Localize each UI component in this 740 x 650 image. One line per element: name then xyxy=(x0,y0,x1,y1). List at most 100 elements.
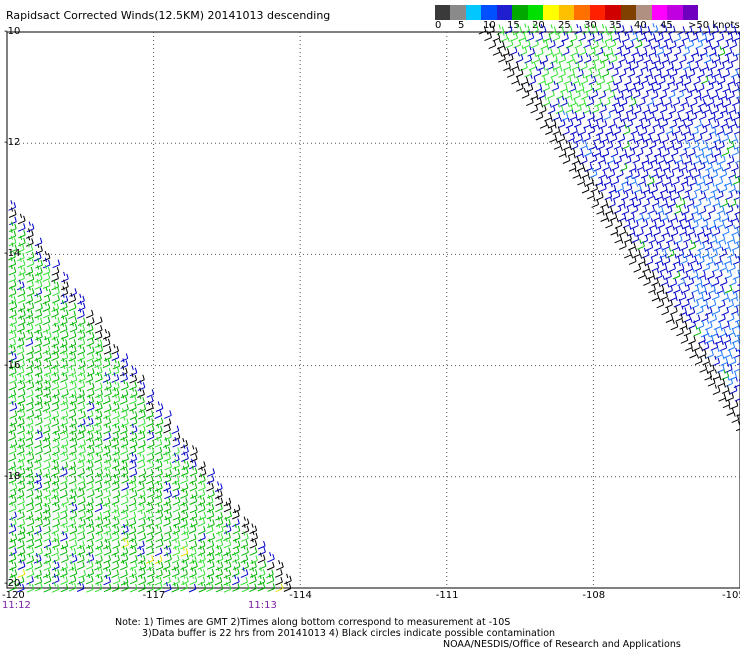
wind-barb xyxy=(691,218,699,230)
wind-barb xyxy=(137,394,145,406)
wind-barb xyxy=(250,530,258,542)
wind-barb xyxy=(60,583,69,593)
wind-barb xyxy=(94,545,103,557)
wind-barb xyxy=(9,351,17,362)
wind-barb xyxy=(711,277,720,287)
wind-barb xyxy=(215,523,224,535)
wind-barb xyxy=(644,227,653,237)
wind-barb xyxy=(601,148,610,158)
wind-barb xyxy=(198,473,206,484)
wind-barb xyxy=(735,73,740,85)
wind-barb xyxy=(576,82,585,93)
wind-barb xyxy=(693,342,701,352)
wind-barb xyxy=(516,81,524,92)
wind-barb xyxy=(9,567,18,578)
wind-barb xyxy=(69,423,77,435)
wind-barb xyxy=(33,345,42,354)
wind-barb xyxy=(189,480,198,492)
wind-barb xyxy=(691,127,699,136)
wind-barb xyxy=(721,290,729,302)
wind-barb xyxy=(633,264,642,273)
wind-barb xyxy=(34,454,42,463)
wind-barb xyxy=(51,360,59,369)
wind-barb xyxy=(680,253,688,265)
wind-barb xyxy=(618,227,627,236)
longitude-tick-label: -105 xyxy=(722,590,740,601)
wind-barb xyxy=(715,177,724,186)
wind-barb xyxy=(595,125,604,136)
wind-barb xyxy=(103,404,112,413)
wind-barb xyxy=(627,146,636,158)
wind-barb xyxy=(223,530,231,542)
wind-barb xyxy=(172,458,180,470)
wind-barb xyxy=(129,365,138,377)
wind-barb xyxy=(69,488,77,500)
wind-barb xyxy=(43,453,52,463)
wind-barb xyxy=(61,554,69,563)
wind-barb xyxy=(614,61,622,70)
wind-barb xyxy=(77,544,86,556)
wind-barb xyxy=(35,303,43,312)
wind-barb xyxy=(17,330,26,341)
wind-barb xyxy=(619,95,628,107)
wind-barb xyxy=(94,415,102,427)
wind-barb xyxy=(17,437,26,449)
wind-barb xyxy=(86,380,95,392)
longitude-tick-label: -120 xyxy=(2,590,25,601)
wind-barb xyxy=(651,290,660,302)
wind-barb xyxy=(146,453,155,463)
wind-barb xyxy=(677,196,686,208)
wind-barb xyxy=(112,508,120,520)
wind-barb xyxy=(593,145,602,157)
wind-barb xyxy=(78,482,86,491)
wind-barb xyxy=(657,217,665,229)
wind-barb xyxy=(111,496,120,505)
wind-barb xyxy=(206,508,215,520)
wind-barb xyxy=(34,539,43,549)
wind-barb xyxy=(43,309,51,319)
note-line-2: 3)Data buffer is 22 hrs from 20141013 4)… xyxy=(142,628,556,639)
wind-barb xyxy=(660,210,669,222)
wind-barb xyxy=(636,162,645,171)
wind-barb xyxy=(86,338,95,347)
wind-barb xyxy=(86,475,94,485)
wind-barb xyxy=(103,583,112,593)
wind-barb xyxy=(189,504,198,514)
wind-barb xyxy=(104,386,112,398)
wind-barb xyxy=(607,167,616,179)
wind-barb xyxy=(670,145,679,157)
wind-barb xyxy=(636,52,644,64)
wind-barb xyxy=(613,141,622,150)
wind-barb xyxy=(718,313,726,323)
wind-barb xyxy=(718,393,726,402)
wind-barb xyxy=(676,90,685,99)
wind-barb xyxy=(515,52,524,63)
wind-barb xyxy=(17,271,25,282)
wind-barb xyxy=(18,265,26,276)
wind-barb xyxy=(60,461,68,471)
wind-barb xyxy=(147,566,155,578)
wind-barb xyxy=(679,160,688,171)
wind-barb xyxy=(595,112,603,122)
wind-barb xyxy=(86,584,94,593)
wind-barb xyxy=(128,518,137,527)
wind-barb xyxy=(724,362,733,374)
wind-barb xyxy=(713,321,722,330)
wind-barb xyxy=(120,569,128,579)
wind-barb xyxy=(43,509,51,520)
wind-barb xyxy=(694,133,703,143)
wind-barb xyxy=(622,45,631,57)
wind-barb xyxy=(86,368,95,377)
wind-barb xyxy=(588,61,597,70)
wind-barb xyxy=(628,254,637,265)
wind-barb xyxy=(17,465,26,477)
wind-barb xyxy=(154,458,163,470)
wind-barb xyxy=(528,74,537,86)
wind-barb xyxy=(567,145,576,157)
wind-barb xyxy=(121,404,129,413)
wind-barb xyxy=(34,365,43,376)
wind-barb xyxy=(181,530,190,542)
wind-barb xyxy=(8,294,17,305)
wind-barb xyxy=(16,344,25,356)
wind-barb xyxy=(78,358,86,370)
